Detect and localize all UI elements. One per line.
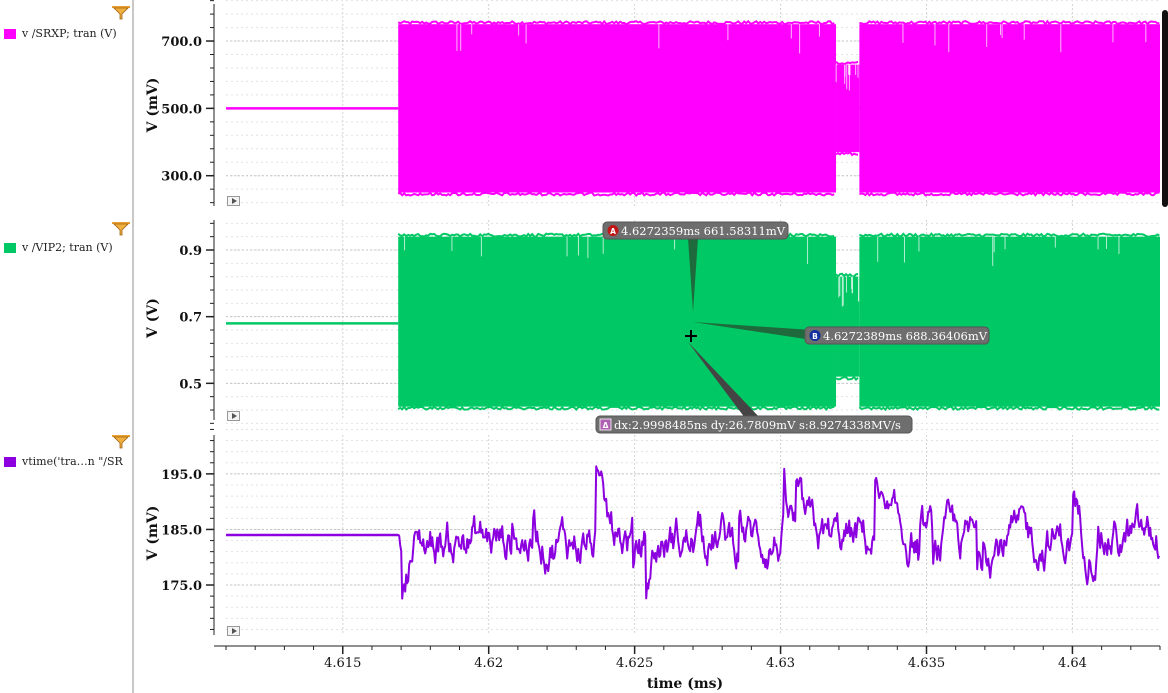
vertical-scrollbar[interactable] [1162,10,1168,207]
legend-label: v /VIP2; tran (V) [22,241,113,254]
signal-envelope-edge [835,60,859,66]
x-tick-label: 4.62 [474,656,503,671]
signal-envelope [398,236,837,407]
x-axis-title: time (ms) [647,676,723,692]
y-tick-label: 0.9 [179,244,202,259]
signal-envelope [859,24,1160,193]
trace-legend-column: v /SRXP; tran (V) v /VIP2; tran (V) vtim… [0,0,134,693]
y-tick-label: 195.0 [161,468,202,483]
signal-envelope-edge [858,405,1160,412]
trace-color-swatch [4,242,16,253]
marker-a[interactable]: A 4.6272359ms 661.58311mV [602,221,789,240]
marker-badge-letter: B [812,332,818,341]
signal-envelope [859,236,1160,407]
signal-envelope-edge [835,375,859,382]
y-tick-label: 300.0 [161,170,202,185]
filter-icon[interactable] [112,6,130,20]
marker-label-text: dx:2.9998485ns dy:26.7809mV s:8.9274338M… [614,418,901,432]
y-tick-label: 500.0 [161,102,202,117]
y-tick-label: 700.0 [161,35,202,50]
signal-trace [397,465,1161,600]
expand-button[interactable] [227,196,240,206]
y-tick-label: 175.0 [161,579,202,594]
marker-label-box [804,326,990,345]
signal-envelope-edge [835,272,859,279]
marker-leader-a [688,238,698,312]
marker-b[interactable]: B 4.6272389ms 688.36406mV [804,326,990,345]
y-tick-label: 0.5 [179,377,202,392]
trace-color-swatch [4,28,16,39]
expand-button[interactable] [227,411,240,421]
marker-badge-icon [607,225,619,236]
y-tick-label: 185.0 [161,523,202,538]
x-tick-label: 4.64 [1058,656,1087,671]
trace-color-swatch [4,456,16,467]
marker-leader-b [693,322,812,340]
x-tick-label: 4.63 [766,656,795,671]
legend-label: v /SRXP; tran (V) [22,27,117,40]
marker-label-box [595,415,913,434]
legend-item-vtime[interactable]: vtime('tra…n "/SR [4,455,132,468]
signal-envelope-edge [397,191,835,197]
y-tick-label: 0.7 [179,311,202,326]
marker-label-text: 4.6272359ms 661.58311mV [621,224,786,238]
filter-icon[interactable] [112,435,130,449]
marker-badge-letter: Δ [603,421,609,430]
marker-badge-icon [809,330,821,341]
signal-envelope-edge [397,405,835,412]
marker-badge-letter: A [610,227,616,236]
marker-label-text: 4.6272389ms 688.36406mV [823,329,988,343]
x-tick-label: 4.615 [324,656,361,671]
marker-badge-icon [599,418,612,431]
x-tick-label: 4.635 [908,656,945,671]
signal-envelope [398,24,837,193]
marker-label-box [602,221,789,240]
panel-3: 175.0 185.0 195.0 [161,428,1161,635]
panel-2: 0.5 0.7 0.9 [179,220,1160,424]
filter-icon[interactable] [112,222,130,236]
signal-envelope-edge [859,232,1160,239]
signal-envelope-edge [859,19,1160,26]
expand-button[interactable] [227,626,240,636]
marker-group: A 4.6272359ms 661.58311mV B 4.6272389ms 688… [595,221,990,434]
signal-envelope-edge [835,150,859,157]
signal-envelope-edge [859,191,1160,197]
x-tick-label: 4.625 [616,656,653,671]
legend-item-vip2[interactable]: v /VIP2; tran (V) [4,241,113,254]
legend-label: vtime('tra…n "/SR [22,455,123,468]
signal-envelope-edge [397,19,835,26]
marker-leader-delta [688,342,760,418]
panel-1: 300.0 500.0 700.0 [161,0,1160,206]
legend-item-srxp[interactable]: v /SRXP; tran (V) [4,27,117,40]
